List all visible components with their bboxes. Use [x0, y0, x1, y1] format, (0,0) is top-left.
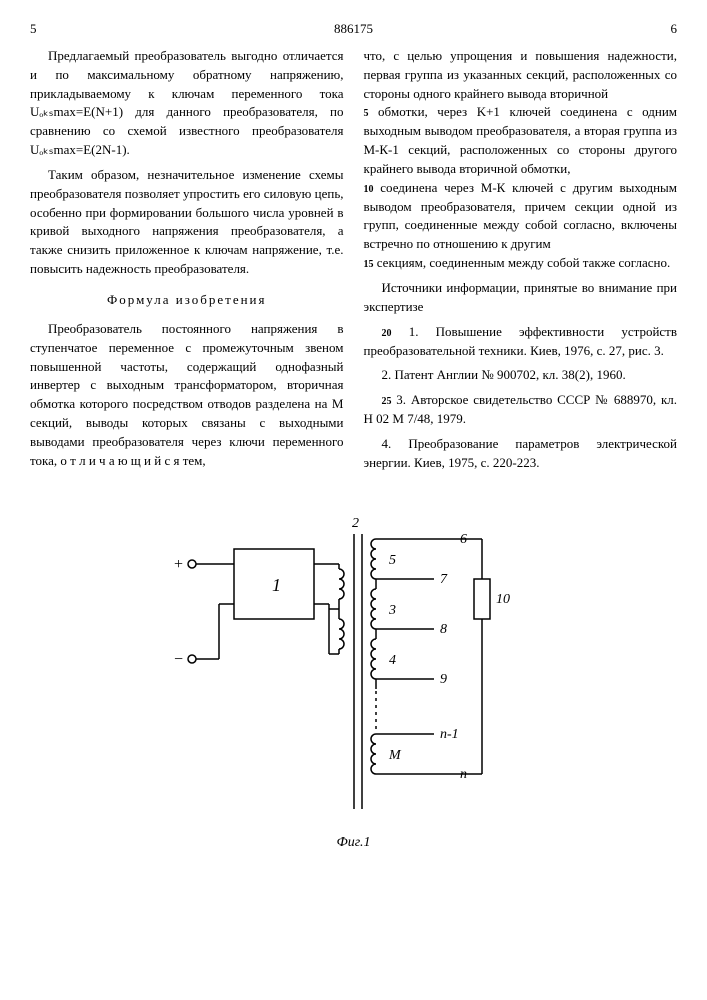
left-para-2: Таким образом, незначительное изменение … — [30, 166, 344, 279]
ref-1-text: 1. Повышение эффективности устройств пре… — [364, 324, 678, 358]
ref-4: 4. Преобразование параметров электрическ… — [364, 435, 678, 473]
label-3: 3 — [388, 603, 396, 618]
label-5: 5 — [389, 553, 396, 568]
right-para-1a: что, с целью упрощения и повышения надеж… — [364, 48, 678, 101]
label-n-1: n-1 — [440, 727, 459, 742]
secondary-coil-4 — [371, 639, 376, 679]
ref-1: 20 1. Повышение эффективности устройств … — [364, 323, 678, 361]
label-minus: − — [174, 651, 183, 668]
secondary-coil-m — [371, 734, 376, 774]
terminal-plus-icon — [188, 560, 196, 568]
line-marker-5: 5 — [364, 108, 369, 119]
line-marker-20: 20 — [382, 328, 392, 339]
label-plus: + — [174, 556, 183, 573]
load-resistor — [474, 579, 490, 619]
label-2: 2 — [352, 516, 359, 531]
label-8: 8 — [440, 622, 447, 637]
left-para-3: Преобразователь постоянного напряжения в… — [30, 320, 344, 471]
ref-3: 25 3. Авторское свидетельство СССР № 688… — [364, 391, 678, 429]
figure-caption: Фиг.1 — [30, 833, 677, 853]
label-1: 1 — [272, 575, 281, 595]
circuit-diagram: 1 + − 2 — [164, 509, 544, 829]
sources-title: Источники информации, принятые во вниман… — [364, 279, 678, 317]
right-para-1d: секциям, соединенным между собой также с… — [377, 255, 670, 270]
primary-coil-bottom — [339, 619, 344, 649]
page-header: 5 886175 6 — [30, 20, 677, 39]
right-para-1: что, с целью упрощения и повышения надеж… — [364, 47, 678, 273]
line-marker-25: 25 — [382, 396, 392, 407]
ref-3-text: 3. Авторское свидетельство СССР № 688970… — [364, 392, 678, 426]
formula-title: Формула изобретения — [30, 291, 344, 310]
right-column: что, с целью упрощения и повышения надеж… — [364, 47, 678, 479]
left-para-1: Предлагаемый преобразователь выгодно отл… — [30, 47, 344, 160]
figure-1: 1 + − 2 — [30, 509, 677, 853]
patent-number: 886175 — [37, 20, 671, 39]
terminal-minus-icon — [188, 655, 196, 663]
label-4: 4 — [389, 653, 396, 668]
line-marker-10: 10 — [364, 184, 374, 195]
label-7: 7 — [440, 572, 448, 587]
page-right: 6 — [671, 20, 678, 39]
left-column: Предлагаемый преобразователь выгодно отл… — [30, 47, 344, 479]
primary-coil-top — [339, 569, 344, 599]
label-10: 10 — [496, 592, 510, 607]
right-para-1b: обмотки, через K+1 ключей соединена с од… — [364, 104, 678, 176]
line-marker-15: 15 — [364, 259, 374, 270]
label-9: 9 — [440, 672, 447, 687]
label-m: M — [388, 748, 402, 763]
secondary-coil-5 — [371, 539, 376, 579]
text-columns: Предлагаемый преобразователь выгодно отл… — [30, 47, 677, 479]
secondary-coil-3 — [371, 589, 376, 629]
right-para-1c: соединена через М-К ключей с другим выхо… — [364, 180, 678, 252]
ref-2: 2. Патент Англии № 900702, кл. 38(2), 19… — [364, 366, 678, 385]
